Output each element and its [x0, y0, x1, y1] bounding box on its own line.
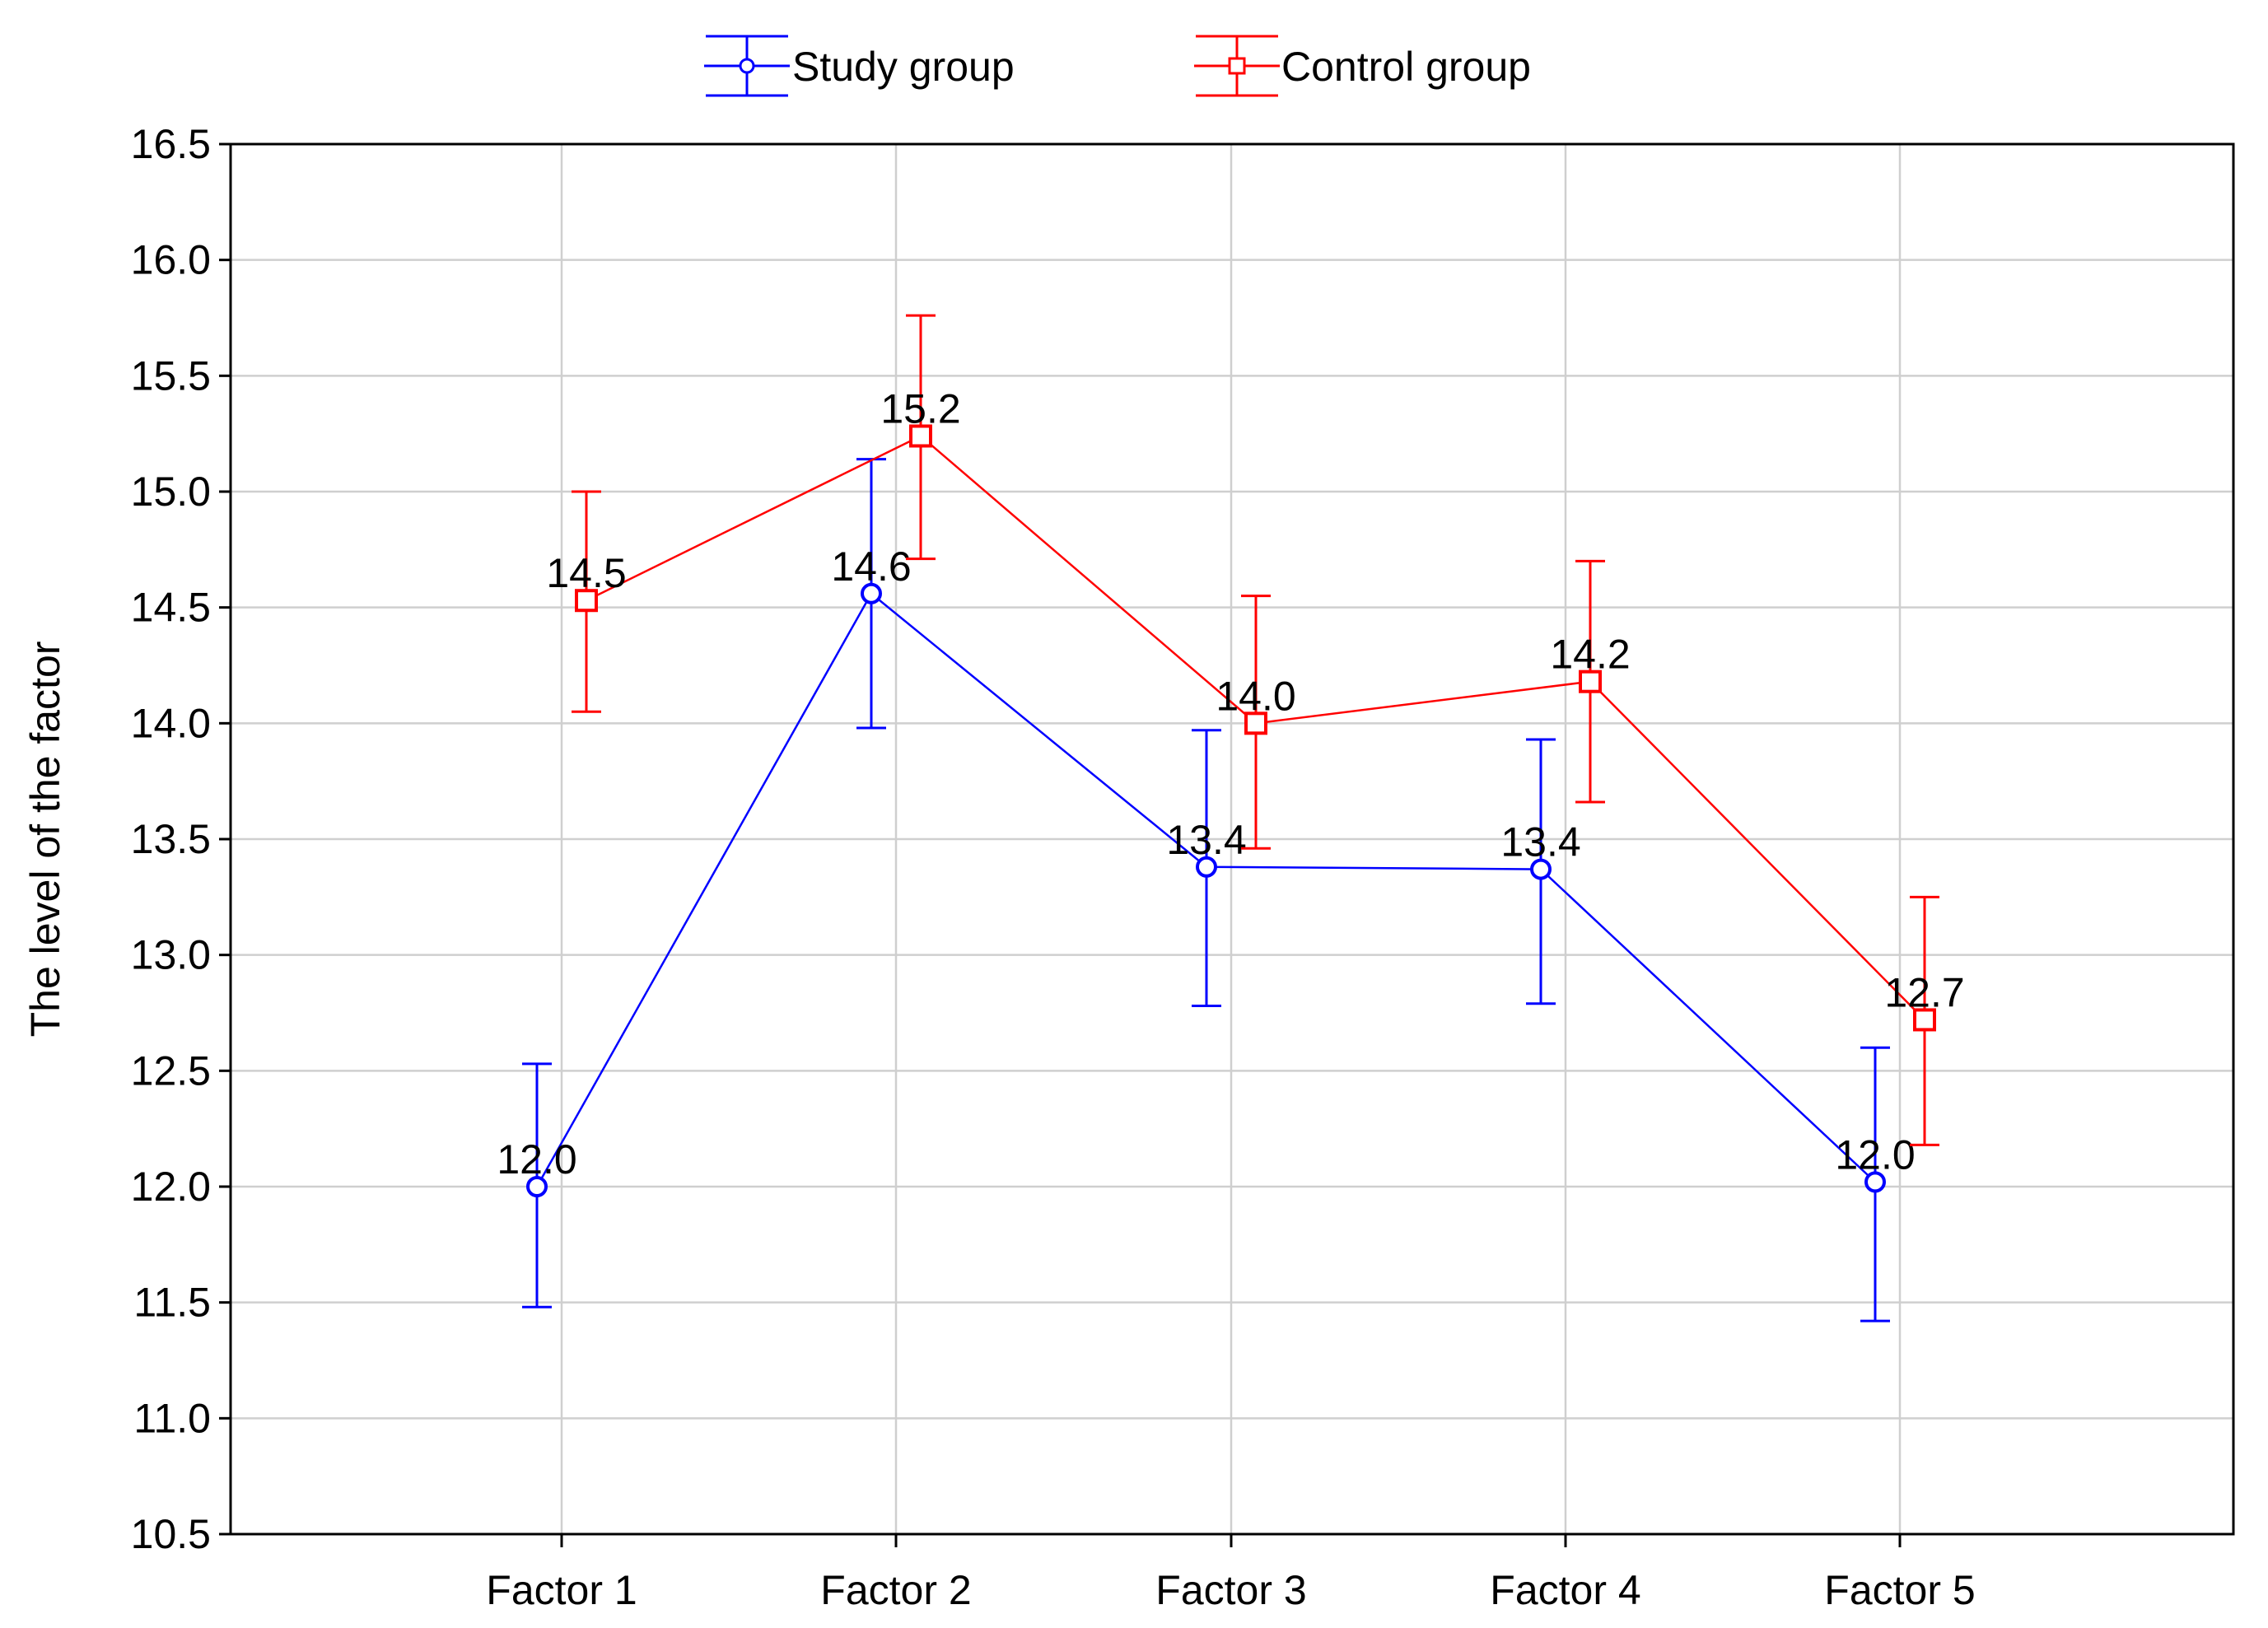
y-tick-label: 10.5	[131, 1511, 211, 1557]
y-tick-label: 12.5	[131, 1047, 211, 1094]
y-tick-labels: 10.5 11.0 11.5 12.0 12.5 13.0 13.5 14.0 14.5 15.0…	[131, 121, 211, 1557]
series-control-group: 14.5 15.2 14.0 14.2 12.7	[546, 314, 1965, 1146]
data-label: 14.6	[831, 543, 911, 590]
y-tick-label: 14.5	[131, 585, 211, 631]
data-label: 14.0	[1216, 673, 1295, 719]
y-tick-label: 12.0	[131, 1164, 211, 1210]
y-tick-label: 13.5	[131, 816, 211, 862]
y-tick-label: 13.0	[131, 932, 211, 978]
legend-item-control-group: Control group	[1194, 35, 1531, 97]
data-label: 15.2	[880, 385, 960, 431]
data-label: 12.7	[1884, 969, 1964, 1015]
data-label: 13.4	[1500, 819, 1580, 865]
data-point	[1579, 669, 1602, 693]
x-tick-label: Factor 4	[1490, 1567, 1640, 1613]
x-tick-label: Factor 5	[1824, 1567, 1975, 1613]
data-point	[575, 589, 598, 613]
x-tick-label: Factor 2	[820, 1567, 971, 1613]
data-point	[861, 582, 882, 604]
data-point	[1530, 858, 1552, 880]
y-tick-label: 16.5	[131, 121, 211, 167]
data-point	[526, 1176, 548, 1197]
legend: Study group Control group	[704, 35, 1531, 97]
series-layer: 12.0 14.6 13.4 13.4 12.0 14.5 15.2 14.0 14.2 12.7	[497, 314, 1965, 1322]
data-point	[1864, 1171, 1886, 1193]
y-tick-label: 15.5	[131, 352, 211, 399]
y-tick-label: 16.0	[131, 237, 211, 283]
legend-item-study-group: Study group	[704, 35, 1015, 97]
y-tick-label: 11.5	[133, 1280, 211, 1326]
data-point	[1196, 856, 1217, 878]
y-tick-label: 11.0	[133, 1395, 211, 1441]
y-tick-label: 14.0	[131, 700, 211, 746]
y-axis-title: The level of the factor	[22, 641, 68, 1038]
series-study-group: 12.0 14.6 13.4 13.4 12.0	[497, 458, 1916, 1322]
legend-label: Control group	[1281, 44, 1531, 90]
data-label: 14.2	[1550, 632, 1630, 678]
axis-ticks	[219, 142, 1902, 1547]
data-label: 12.0	[1835, 1131, 1915, 1178]
x-tick-labels: Factor 1 Factor 2 Factor 3 Factor 4 Factor 5	[486, 1567, 1975, 1613]
x-tick-label: Factor 1	[486, 1567, 637, 1613]
legend-marker-icon	[1228, 57, 1246, 75]
data-label: 13.4	[1166, 817, 1246, 863]
data-point	[909, 424, 932, 448]
data-point	[1244, 711, 1267, 735]
legend-label: Study group	[792, 44, 1015, 90]
data-label: 12.0	[497, 1136, 576, 1183]
y-tick-label: 15.0	[131, 469, 211, 515]
data-point	[1913, 1008, 1936, 1032]
data-label: 14.5	[546, 550, 626, 596]
legend-marker-icon	[739, 58, 755, 74]
x-tick-label: Factor 3	[1155, 1567, 1306, 1613]
